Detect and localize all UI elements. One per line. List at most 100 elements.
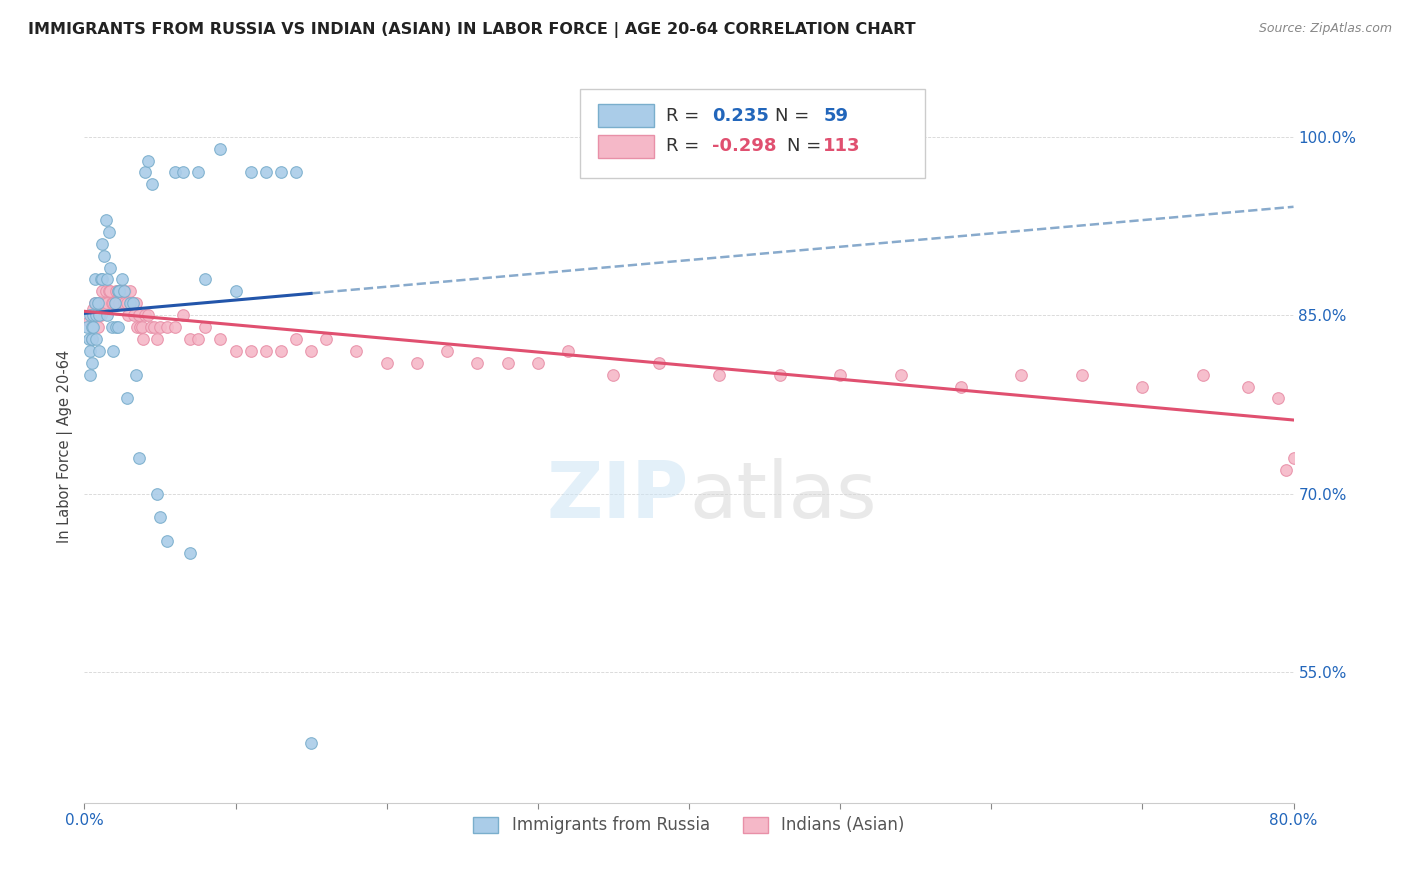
Point (375, 356, 398, 370)
Point (132, 332, 155, 346)
Point (209, 142, 232, 156)
Point (1282, 450, 1305, 465)
Point (172, 165, 194, 179)
Point (156, 320, 179, 334)
Text: atlas: atlas (689, 458, 876, 534)
Point (96, 296, 118, 310)
Point (557, 343, 579, 358)
Point (254, 343, 277, 358)
Point (77, 314, 100, 328)
Point (90, 308, 112, 322)
Text: Source: ZipAtlas.com: Source: ZipAtlas.com (1258, 22, 1392, 36)
Point (128, 450, 150, 465)
Text: 59: 59 (823, 107, 848, 125)
Point (125, 296, 148, 310)
Point (118, 296, 141, 310)
Point (172, 308, 194, 322)
Point (285, 165, 308, 179)
Point (94, 213, 117, 227)
Point (100, 296, 122, 310)
Point (118, 285, 141, 299)
Point (406, 356, 429, 370)
Point (270, 343, 292, 358)
Point (346, 343, 368, 358)
Point (112, 285, 135, 299)
Point (105, 320, 128, 334)
Point (149, 510, 172, 524)
Point (179, 332, 201, 346)
Point (165, 320, 187, 334)
Point (156, 534, 179, 549)
Point (890, 368, 912, 382)
Point (90, 272, 112, 286)
Point (120, 296, 142, 310)
Point (104, 296, 127, 310)
Point (86, 308, 108, 322)
Point (91, 236, 114, 251)
Point (107, 285, 129, 299)
Text: N =: N = (775, 107, 815, 125)
Point (89, 308, 111, 322)
Point (1071, 368, 1094, 382)
Text: 113: 113 (823, 137, 860, 155)
Point (86, 308, 108, 322)
Point (115, 392, 138, 406)
Point (527, 356, 550, 370)
Point (436, 343, 458, 358)
Point (194, 320, 217, 334)
Point (82, 320, 104, 334)
Point (496, 356, 519, 370)
Text: ZIP: ZIP (547, 458, 689, 534)
Point (127, 320, 149, 334)
Point (129, 320, 152, 334)
Point (165, 165, 187, 179)
Point (87, 296, 110, 310)
Point (80, 332, 103, 346)
Point (86, 332, 108, 346)
Point (225, 343, 247, 358)
Point (1275, 463, 1298, 477)
Point (100, 320, 122, 334)
Point (79, 308, 101, 322)
Point (187, 165, 209, 179)
FancyBboxPatch shape (581, 89, 925, 178)
Point (105, 285, 128, 299)
Point (299, 736, 322, 750)
Point (96, 308, 118, 322)
Point (82, 302, 104, 317)
Point (82, 308, 104, 322)
Point (104, 296, 127, 310)
Point (1237, 379, 1260, 393)
Point (602, 368, 624, 382)
Point (648, 356, 671, 370)
Point (89, 343, 111, 358)
Point (134, 308, 156, 322)
Point (299, 343, 322, 358)
Point (97, 285, 120, 299)
Point (136, 153, 159, 168)
Point (270, 165, 292, 179)
Text: R =: R = (666, 107, 704, 125)
Point (134, 165, 156, 179)
Legend: Immigrants from Russia, Indians (Asian): Immigrants from Russia, Indians (Asian) (467, 810, 911, 841)
Point (79, 368, 101, 382)
Point (128, 308, 150, 322)
Point (467, 356, 489, 370)
Point (830, 368, 852, 382)
Point (139, 320, 162, 334)
Point (84, 296, 107, 310)
Point (136, 308, 159, 322)
Text: N =: N = (787, 137, 827, 155)
Point (149, 320, 172, 334)
Point (315, 332, 337, 346)
Point (80, 356, 103, 370)
Point (111, 285, 134, 299)
Point (93, 249, 115, 263)
Point (131, 320, 153, 334)
Point (80, 332, 103, 346)
Point (84, 272, 107, 286)
Point (117, 308, 139, 322)
Point (80, 320, 103, 334)
Point (87, 320, 110, 334)
Point (1130, 379, 1153, 393)
